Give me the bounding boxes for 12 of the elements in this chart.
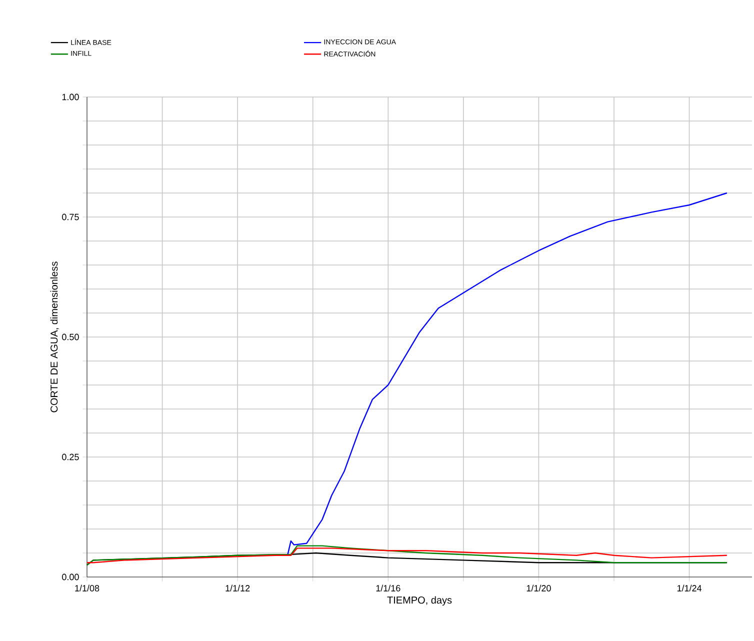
y-tick-label: 0.00 bbox=[62, 574, 79, 580]
x-tick-label: 1/1/12 bbox=[226, 584, 250, 592]
x-axis-title: TIEMPO, days bbox=[387, 596, 452, 606]
y-axis-title: CORTE DE AGUA, dimensionless bbox=[50, 262, 59, 412]
y-tick-label: 0.50 bbox=[62, 334, 79, 340]
x-tick-label: 1/1/08 bbox=[75, 584, 100, 592]
x-tick-label: 1/1/24 bbox=[677, 584, 702, 592]
y-tick-label: 0.25 bbox=[62, 454, 79, 460]
x-tick-label: 1/1/20 bbox=[526, 584, 551, 592]
y-tick-label: 0.75 bbox=[62, 214, 79, 220]
x-tick-label: 1/1/16 bbox=[376, 584, 400, 592]
y-tick-label: 1.00 bbox=[62, 94, 79, 100]
